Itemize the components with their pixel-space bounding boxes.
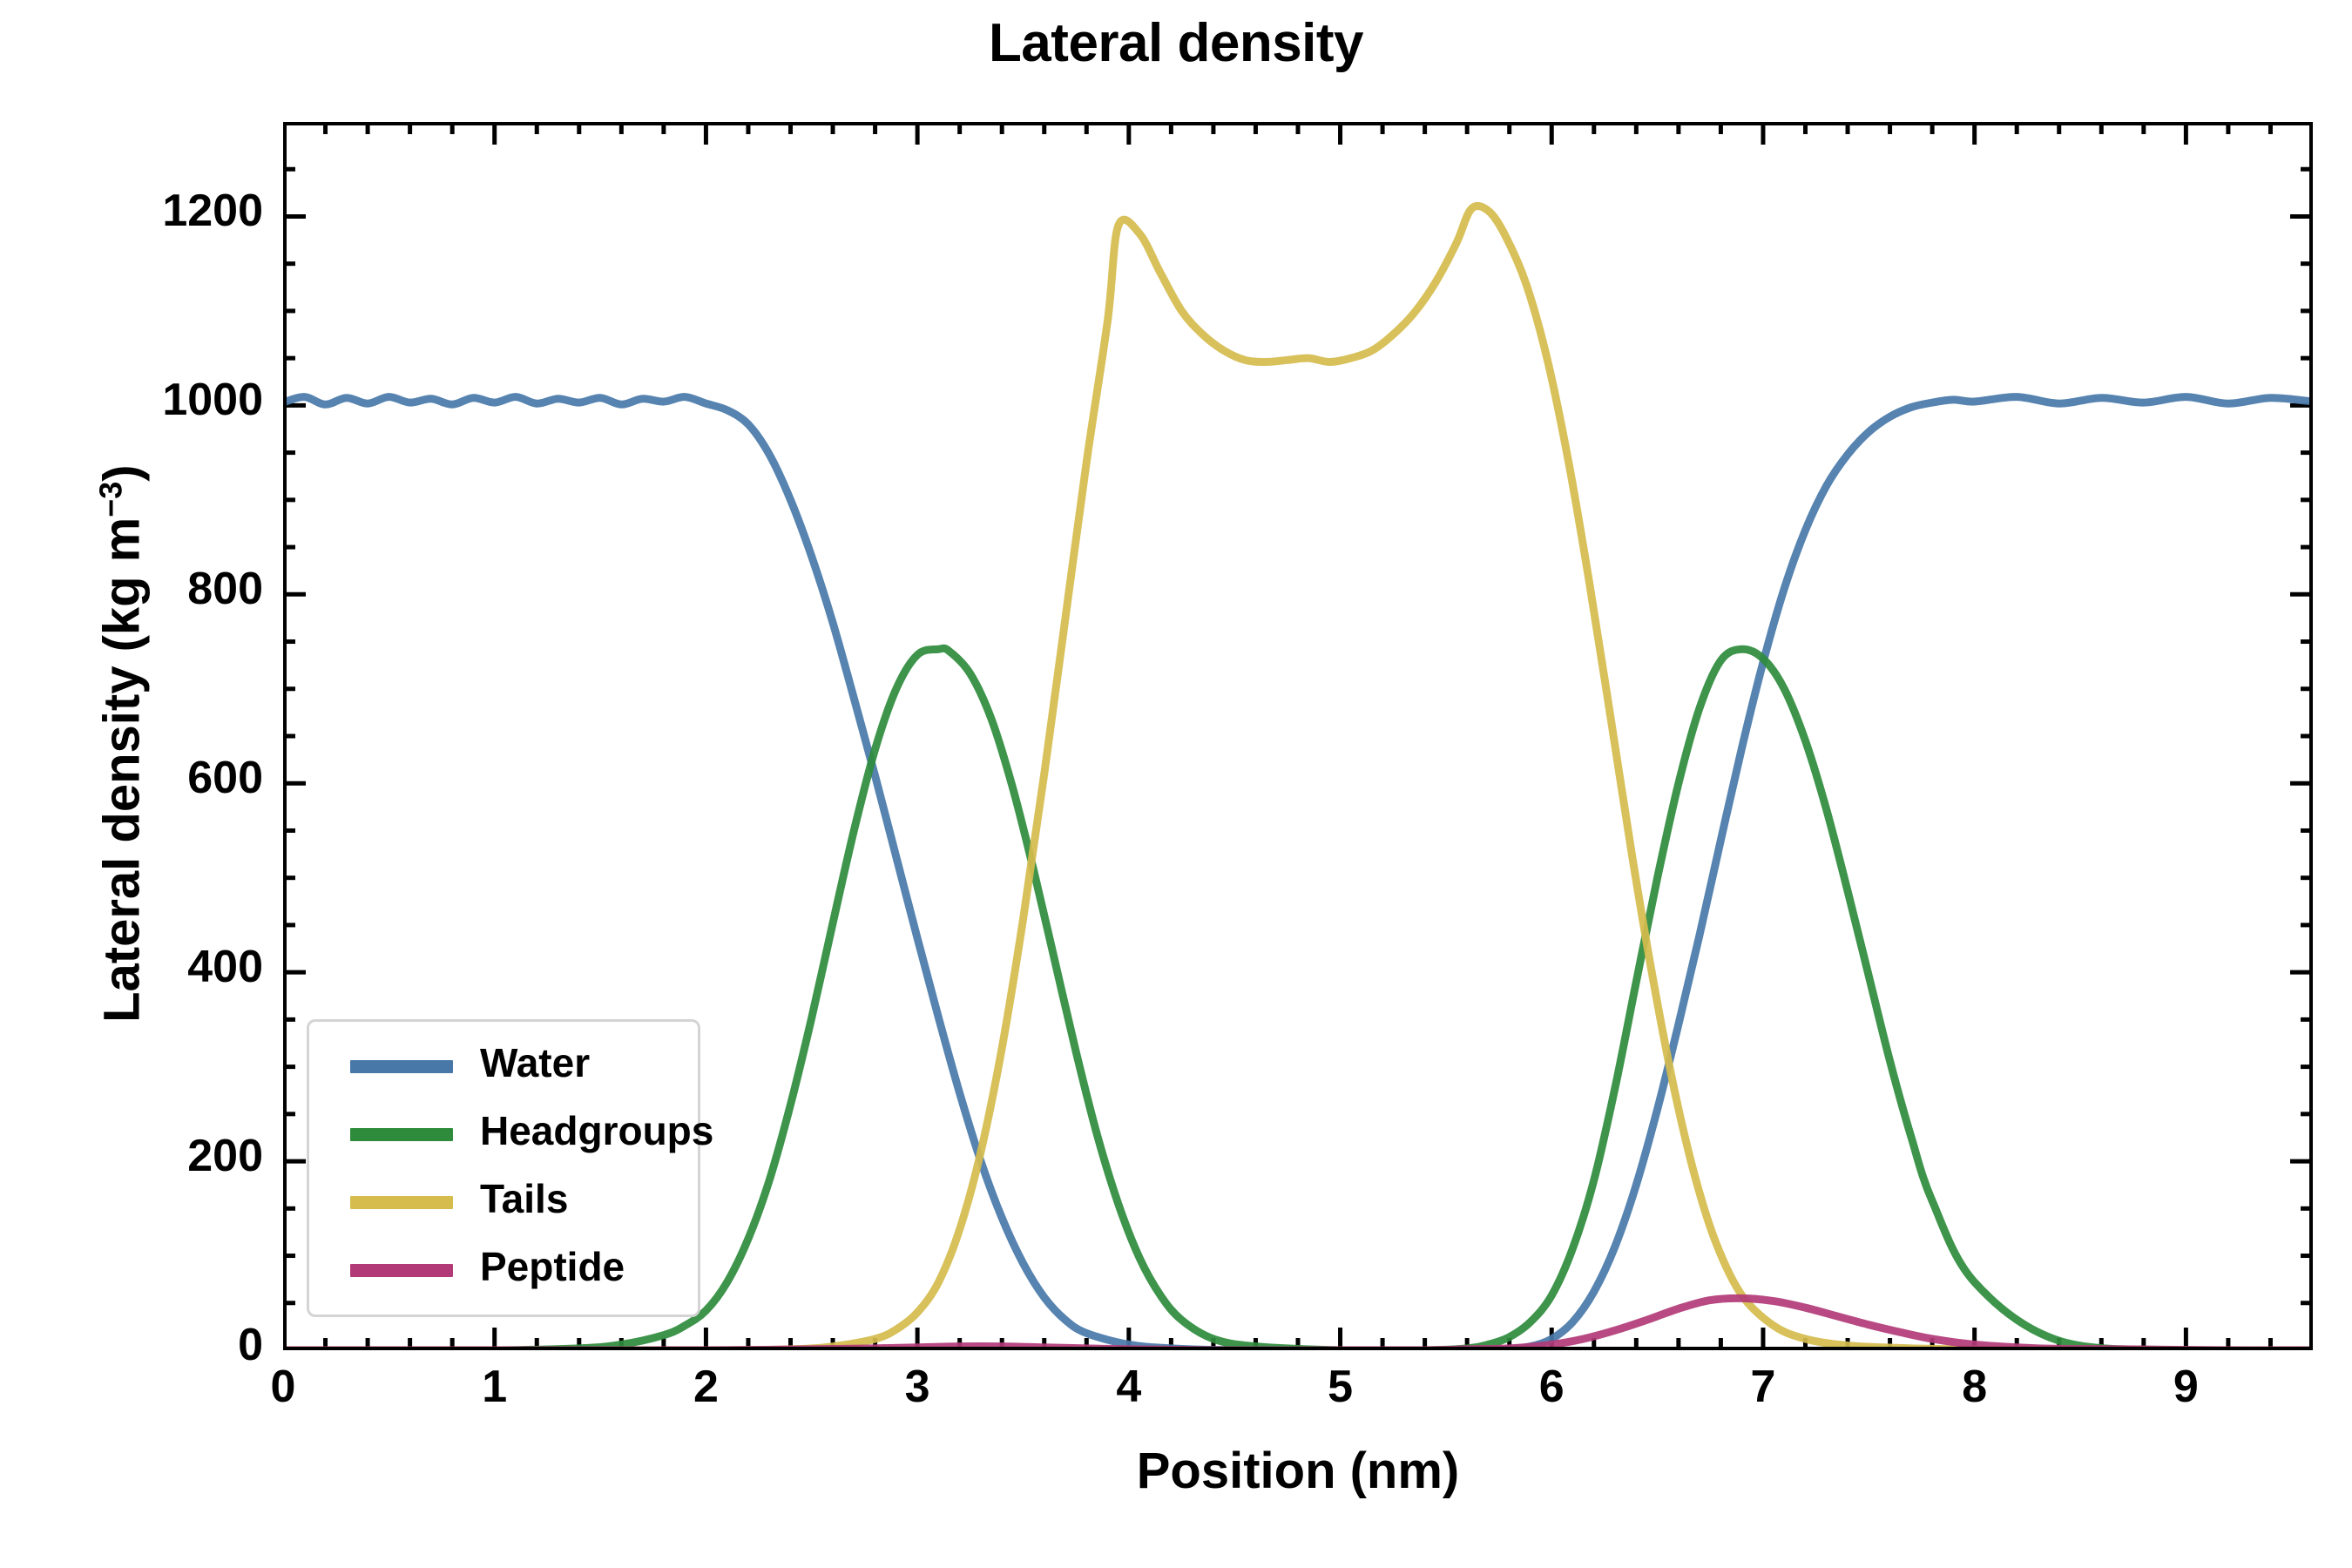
legend-label: Headgroups <box>480 1108 714 1153</box>
legend-label: Water <box>480 1040 591 1085</box>
y-tick-label: 1200 <box>162 186 263 237</box>
series-line-headgroups <box>283 644 2313 1350</box>
y-tick-label: 800 <box>187 564 263 615</box>
x-tick-label: 1 <box>482 1362 508 1412</box>
x-tick-label: 5 <box>1328 1362 1353 1412</box>
legend-label: Tails <box>480 1176 569 1221</box>
x-tick-label: 6 <box>1538 1362 1565 1412</box>
y-tick-label: 200 <box>187 1131 263 1182</box>
y-axis-tick-labels: 0 200 400 600 800 1000 1200 <box>35 0 263 1568</box>
y-tick-label: 0 <box>238 1320 263 1370</box>
legend-color-swatch <box>350 1128 453 1141</box>
y-tick-label: 600 <box>187 753 263 804</box>
x-tick-label: 2 <box>693 1362 719 1412</box>
series-line-water <box>283 393 2313 1350</box>
y-tick-label: 1000 <box>162 375 263 426</box>
legend-entry[interactable]: Tails <box>309 1172 703 1233</box>
legend-entry[interactable]: Water <box>309 1036 703 1097</box>
legend-color-swatch <box>350 1196 453 1209</box>
chart-title: Lateral density <box>988 13 1364 73</box>
y-tick-label: 400 <box>187 942 263 993</box>
legend-label: Peptide <box>480 1244 625 1289</box>
x-tick-label: 0 <box>270 1362 296 1412</box>
legend-color-swatch <box>350 1264 453 1277</box>
x-tick-label: 9 <box>2173 1362 2199 1412</box>
x-tick-label: 8 <box>1962 1362 1988 1412</box>
plot-svg <box>283 122 2313 1350</box>
chart-legend: Water Headgroups Tails Peptide <box>307 1019 713 1317</box>
legend-color-swatch <box>350 1060 453 1073</box>
x-axis-tick-labels: 0 1 2 3 4 5 6 7 8 9 <box>0 1361 2352 1430</box>
legend-entry[interactable]: Headgroups <box>309 1104 713 1165</box>
x-tick-label: 7 <box>1750 1362 1776 1412</box>
x-tick-label: 4 <box>1116 1362 1142 1412</box>
series-line-tails <box>283 201 2313 1350</box>
legend-entry[interactable]: Peptide <box>309 1240 703 1301</box>
x-axis-label: Position (nm) <box>1136 1443 1460 1499</box>
x-tick-label: 3 <box>904 1362 930 1412</box>
